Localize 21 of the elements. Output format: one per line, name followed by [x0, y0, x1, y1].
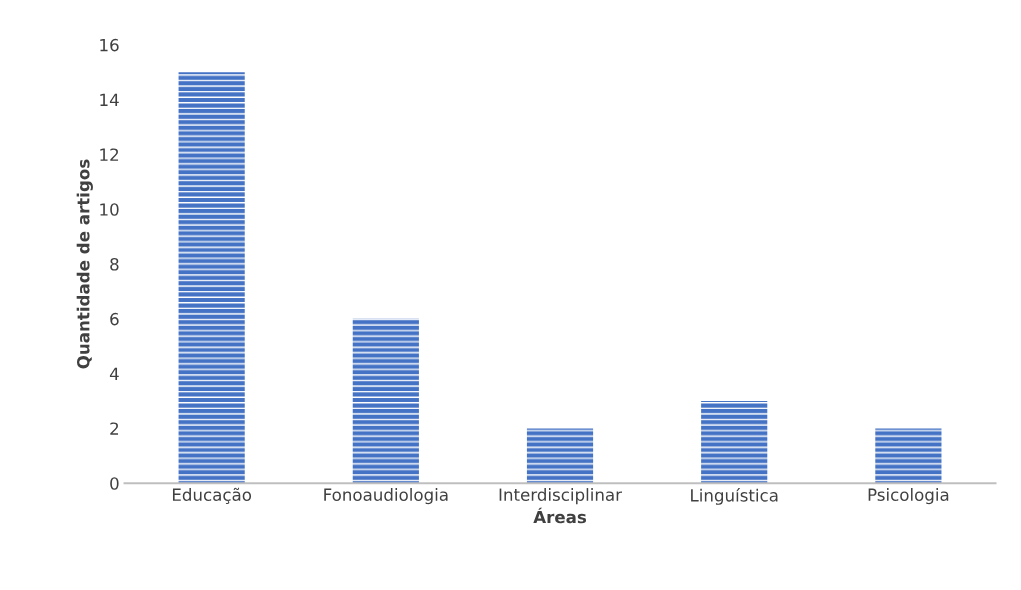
y-tick-label: 2: [110, 422, 119, 435]
bar: [178, 72, 245, 484]
x-tick-label: Educação: [172, 487, 252, 504]
x-tick-label: Fonoaudiologia: [324, 488, 448, 505]
y-tick-label: 14: [100, 93, 119, 106]
bar: [352, 318, 419, 484]
x-tick-label: Psicologia: [868, 488, 949, 505]
y-tick-label: 12: [100, 148, 119, 161]
x-tick-label: Interdisciplinar: [499, 488, 623, 505]
y-tick-label: 16: [100, 38, 119, 52]
bar: [875, 428, 942, 484]
y-axis-title: Quantidade de artigos: [76, 159, 93, 369]
y-tick-label: 0: [110, 477, 119, 490]
x-tick-label: Linguística: [691, 488, 778, 505]
bar: [701, 401, 768, 484]
y-tick-label: 4: [109, 367, 119, 380]
y-tick-label: 8: [110, 257, 119, 271]
y-tick-label: 10: [100, 203, 119, 216]
bar: [526, 428, 594, 484]
y-tick-label: 6: [110, 312, 119, 326]
x-axis-title: Áreas: [533, 507, 587, 524]
